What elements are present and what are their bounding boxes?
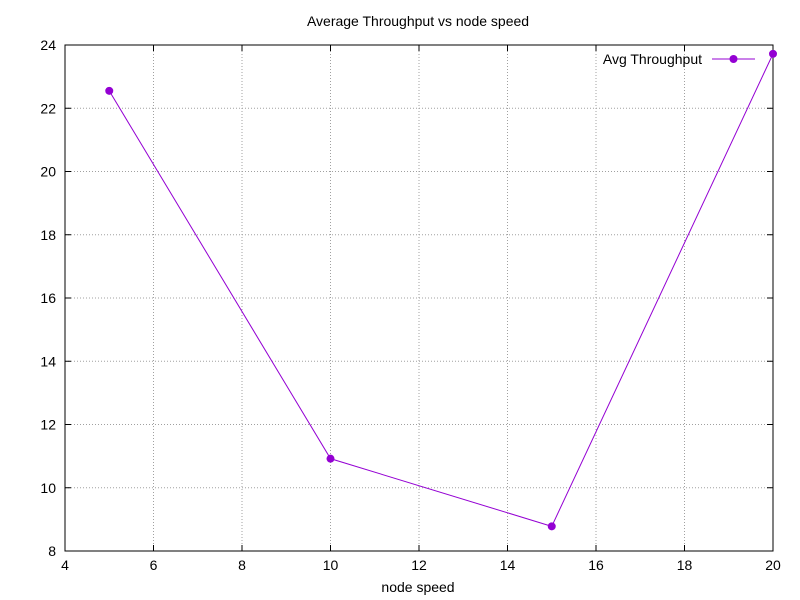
data-point [105,86,114,95]
x-tick-label: 8 [238,557,246,573]
grid-lines [65,45,773,551]
legend: Avg Throughput [603,51,755,67]
y-tick-labels: 8 10 12 14 16 18 20 22 24 [40,37,56,559]
series-line-avg-throughput [108,53,774,527]
x-tick-labels: 4 6 8 10 12 14 16 18 20 [61,557,781,573]
y-tick-label: 20 [40,164,56,180]
data-point [547,522,556,531]
series-layer [105,49,777,531]
data-point [769,49,777,58]
x-tick-label: 12 [411,557,427,573]
x-tick-label: 4 [61,557,69,573]
x-tick-label: 14 [500,557,516,573]
chart-title: Average Throughput vs node speed [307,13,529,29]
y-tick-label: 24 [40,37,56,53]
x-tick-label: 10 [323,557,339,573]
y-tick-label: 22 [40,100,56,116]
y-tick-label: 14 [40,353,56,369]
y-tick-label: 8 [48,543,56,559]
x-tick-label: 6 [150,557,158,573]
y-tick-label: 12 [40,417,56,433]
y-tick-label: 16 [40,290,56,306]
plot-frame [64,44,774,552]
y-tick-label: 18 [40,227,56,243]
x-tick-label: 20 [765,557,781,573]
legend-marker [729,55,738,63]
x-axis-label: node speed [381,579,454,595]
y-tick-label: 10 [40,480,56,496]
legend-label-avg-throughput: Avg Throughput [603,51,702,67]
data-point [326,454,335,463]
x-tick-label: 16 [588,557,604,573]
x-tick-label: 18 [677,557,693,573]
